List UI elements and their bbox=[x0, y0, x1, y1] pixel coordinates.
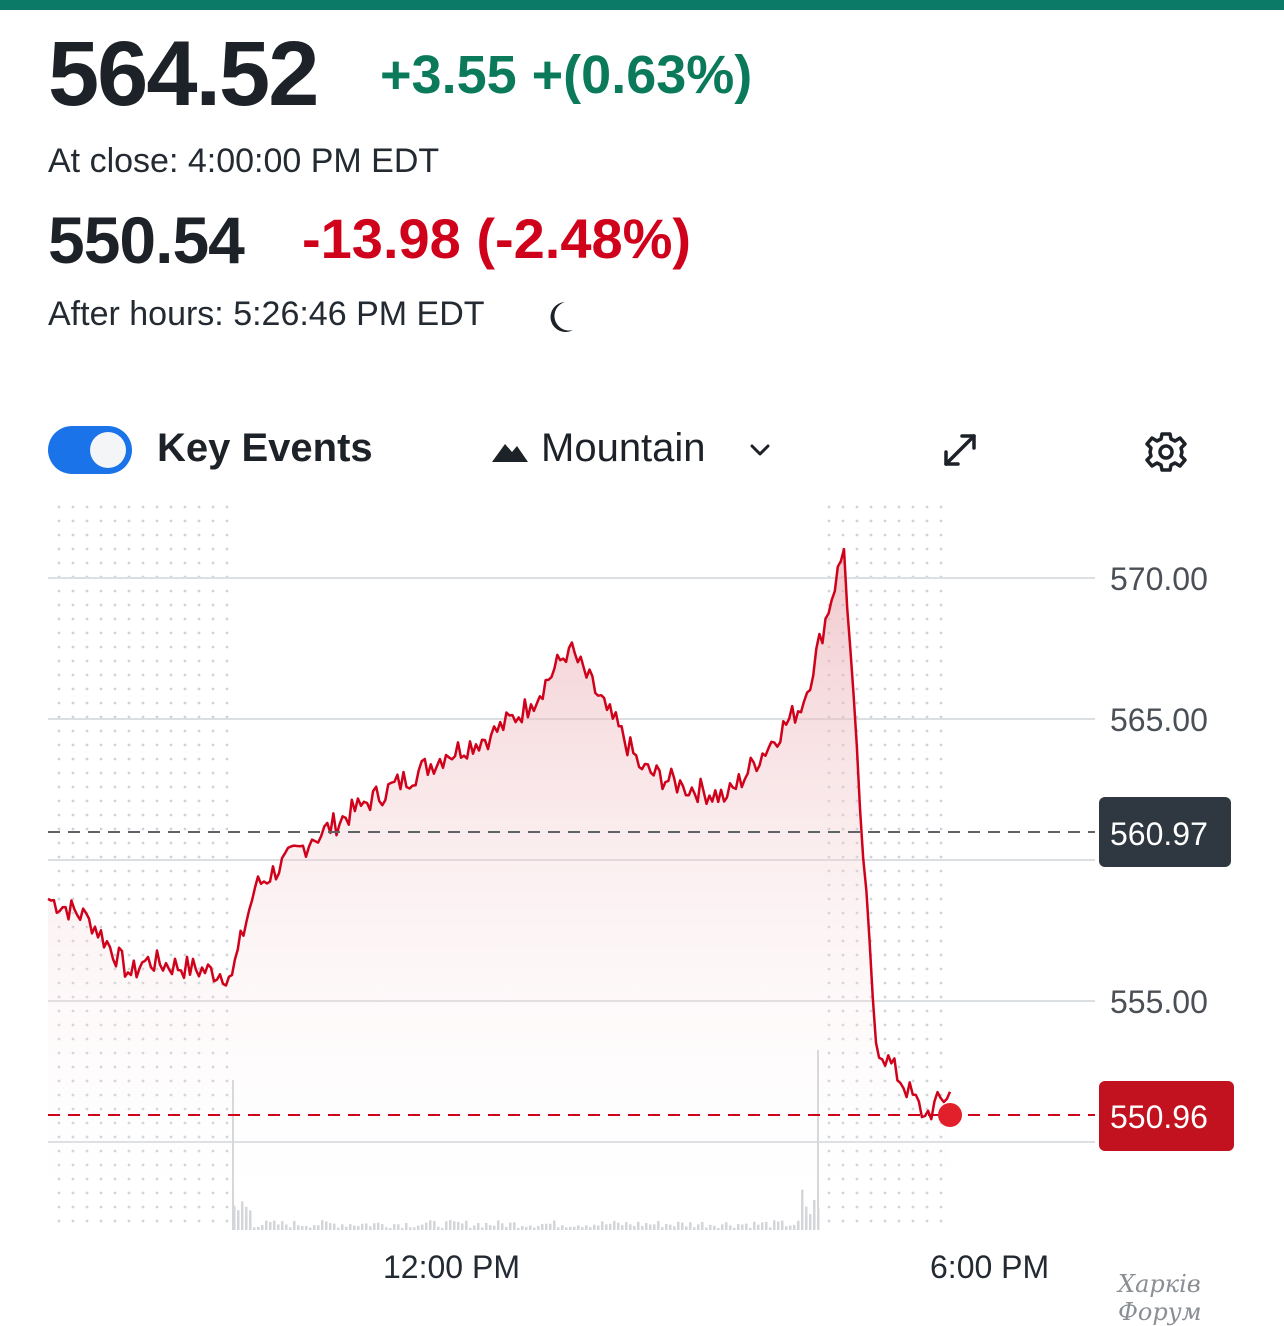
key-events-toggle[interactable] bbox=[48, 426, 132, 474]
current-price-dot[interactable] bbox=[938, 1103, 962, 1127]
y-axis-label: 555.00 bbox=[1110, 984, 1208, 1020]
expand-icon[interactable] bbox=[940, 430, 980, 470]
price-area bbox=[48, 549, 950, 1230]
current-price-value: 550.96 bbox=[1110, 1099, 1208, 1135]
toggle-knob bbox=[90, 432, 126, 468]
gear-icon[interactable] bbox=[1144, 430, 1188, 474]
current-price-tag: 550.96 bbox=[1099, 1081, 1234, 1151]
chevron-down-icon[interactable] bbox=[748, 438, 772, 462]
x-axis-label: 12:00 PM bbox=[383, 1249, 520, 1285]
key-events-label[interactable]: Key Events bbox=[157, 426, 373, 470]
watermark: Харків Форум bbox=[1118, 1270, 1202, 1326]
current-price: 564.52 bbox=[48, 23, 319, 125]
moon-icon bbox=[550, 302, 573, 332]
after-hours-timestamp: After hours: 5:26:46 PM EDT bbox=[48, 295, 485, 333]
price-chart[interactable]: 570.00 565.00 555.00 560.97 550.96 12:00… bbox=[0, 490, 1284, 1317]
price-change: +3.55 +(0.63%) bbox=[380, 45, 753, 105]
chart-type-selector[interactable]: Mountain bbox=[541, 426, 706, 470]
previous-close-value: 560.97 bbox=[1110, 816, 1208, 852]
price-line bbox=[47, 547, 952, 1121]
after-hours-change: -13.98 (-2.48%) bbox=[302, 207, 692, 270]
x-axis-label: 6:00 PM bbox=[930, 1249, 1049, 1285]
mountain-icon[interactable] bbox=[492, 438, 528, 464]
y-axis-label: 570.00 bbox=[1110, 561, 1208, 597]
previous-close-tag: 560.97 bbox=[1099, 797, 1231, 867]
y-axis-label: 565.00 bbox=[1110, 702, 1208, 738]
brand-bar bbox=[0, 0, 1284, 10]
after-hours-price: 550.54 bbox=[48, 203, 245, 277]
close-timestamp: At close: 4:00:00 PM EDT bbox=[48, 142, 440, 180]
